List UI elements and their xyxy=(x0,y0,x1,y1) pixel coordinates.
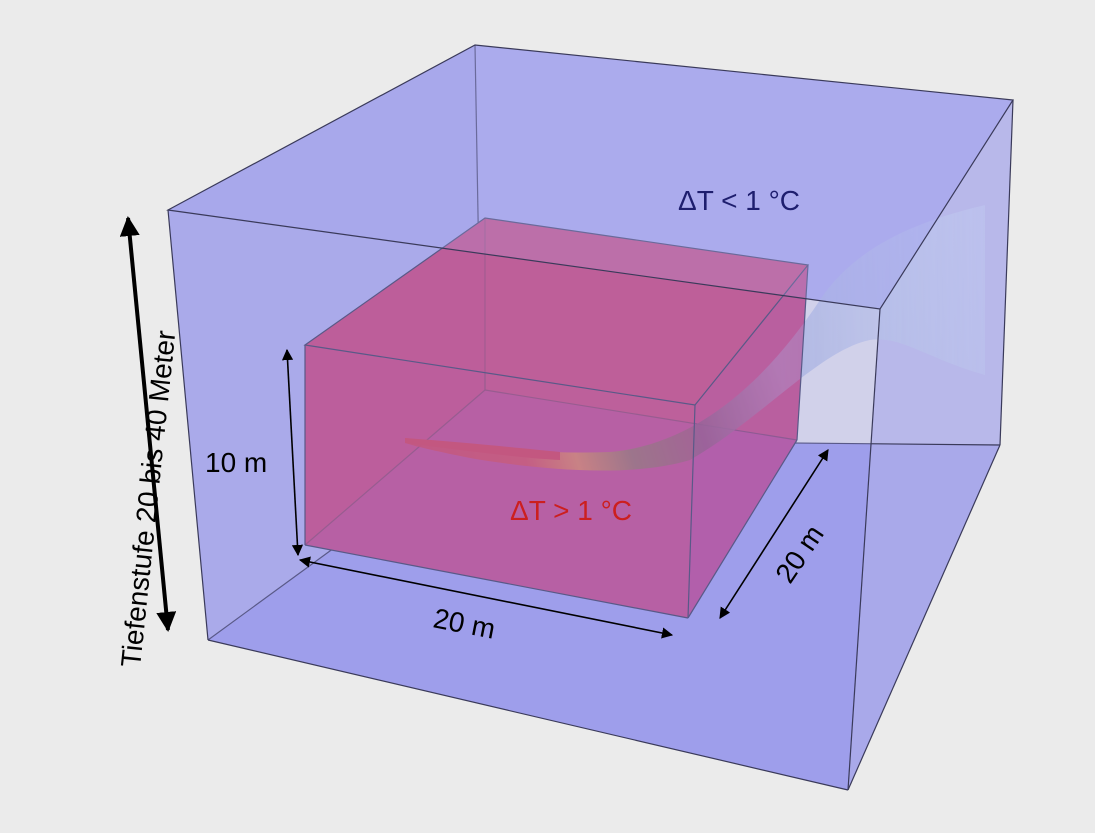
width-arrow xyxy=(298,556,674,639)
delta-warm-label: ΔT > 1 °C xyxy=(510,495,632,526)
length-arrow xyxy=(719,449,829,619)
heat-plume xyxy=(405,205,985,471)
delta-cold-label: ΔT < 1 °C xyxy=(678,185,800,216)
outer-front-edges xyxy=(166,44,1015,791)
inner-top-face xyxy=(305,218,808,405)
depth-range-label: Tiefenstufe 20 bis 40 Meter xyxy=(115,329,181,669)
height-arrow xyxy=(281,348,304,557)
outer-top-face xyxy=(168,45,1013,309)
depth-arrow xyxy=(119,216,177,632)
outer-front-face xyxy=(168,210,880,790)
inner-right-face xyxy=(688,265,808,618)
inner-height-label: 10 m xyxy=(205,447,267,478)
inner-front-face xyxy=(305,345,695,618)
